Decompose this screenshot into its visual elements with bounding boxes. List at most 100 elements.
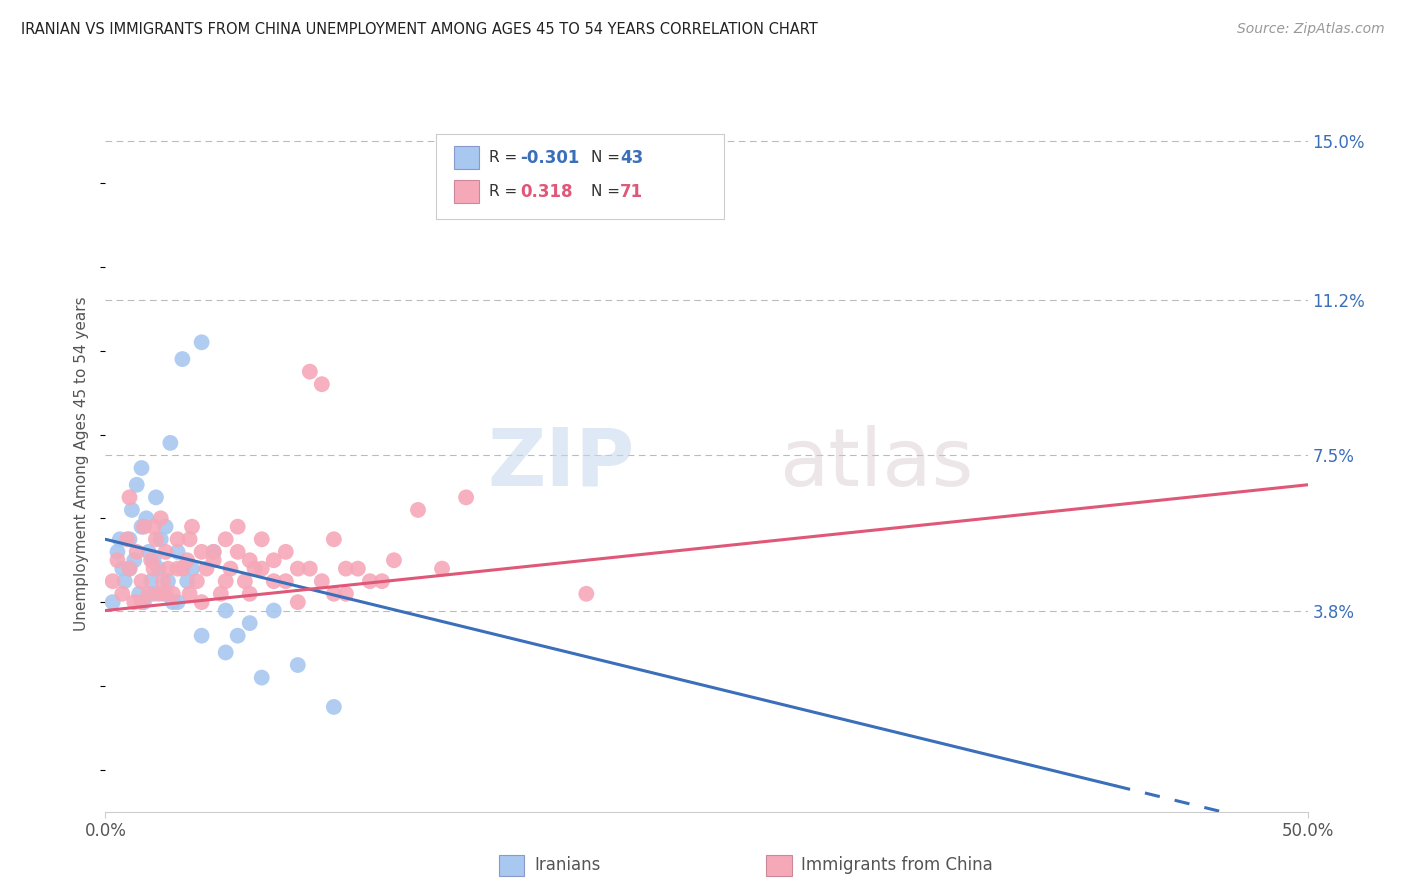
Point — [111, 561, 134, 575]
Point — [115, 533, 138, 547]
Point — [132, 595, 155, 609]
Point — [107, 553, 129, 567]
Point — [190, 335, 212, 350]
Point — [190, 629, 212, 643]
Point — [263, 574, 285, 589]
Text: N =: N = — [591, 151, 624, 165]
Text: ZIP: ZIP — [486, 425, 634, 503]
Point — [335, 587, 357, 601]
Point — [359, 574, 381, 589]
Point — [142, 587, 165, 601]
Point — [190, 545, 212, 559]
Point — [111, 587, 134, 601]
Text: 71: 71 — [620, 183, 643, 201]
Point — [406, 503, 429, 517]
Point — [118, 533, 141, 547]
Point — [152, 574, 174, 589]
Text: R =: R = — [489, 185, 523, 199]
Point — [226, 545, 249, 559]
Point — [142, 519, 165, 533]
Text: atlas: atlas — [779, 425, 973, 503]
Point — [139, 553, 162, 567]
Point — [162, 587, 184, 601]
Point — [155, 545, 177, 559]
Text: 0.318: 0.318 — [520, 183, 572, 201]
Point — [239, 553, 262, 567]
Point — [287, 595, 309, 609]
Text: 43: 43 — [620, 149, 644, 167]
Point — [138, 545, 160, 559]
Point — [226, 519, 249, 533]
Point — [274, 574, 297, 589]
Point — [159, 436, 181, 450]
Point — [250, 561, 273, 575]
Point — [101, 595, 124, 609]
Point — [219, 561, 242, 575]
Point — [214, 603, 236, 617]
Point — [152, 587, 174, 601]
Point — [202, 553, 225, 567]
Point — [149, 533, 172, 547]
Point — [209, 587, 232, 601]
Point — [176, 574, 198, 589]
Point — [233, 574, 256, 589]
Point — [243, 561, 266, 575]
Point — [156, 574, 179, 589]
Text: Iranians: Iranians — [534, 856, 600, 874]
Point — [575, 587, 598, 601]
Point — [149, 511, 172, 525]
Point — [131, 574, 153, 589]
Point — [322, 700, 344, 714]
Point — [145, 491, 167, 505]
Point — [118, 561, 141, 575]
Point — [298, 365, 321, 379]
Point — [311, 377, 333, 392]
Point — [125, 545, 148, 559]
Point — [298, 561, 321, 575]
Point — [239, 587, 262, 601]
Point — [142, 553, 165, 567]
Point — [118, 561, 141, 575]
Point — [172, 561, 194, 575]
Point — [181, 519, 204, 533]
Point — [274, 545, 297, 559]
Point — [108, 533, 131, 547]
Point — [287, 561, 309, 575]
Point — [114, 574, 136, 589]
Point — [148, 561, 170, 575]
Point — [226, 629, 249, 643]
Point — [382, 553, 405, 567]
Y-axis label: Unemployment Among Ages 45 to 54 years: Unemployment Among Ages 45 to 54 years — [75, 296, 90, 632]
Point — [131, 595, 153, 609]
Point — [128, 587, 150, 601]
Point — [190, 595, 212, 609]
Point — [101, 574, 124, 589]
Point — [179, 533, 201, 547]
Point — [166, 561, 188, 575]
Point — [214, 533, 236, 547]
Point — [135, 511, 157, 525]
Point — [250, 533, 273, 547]
Point — [124, 553, 146, 567]
Point — [454, 491, 477, 505]
Point — [139, 574, 162, 589]
Point — [148, 587, 170, 601]
Point — [202, 545, 225, 559]
Text: -0.301: -0.301 — [520, 149, 579, 167]
Point — [335, 561, 357, 575]
Text: Source: ZipAtlas.com: Source: ZipAtlas.com — [1237, 22, 1385, 37]
Point — [214, 645, 236, 659]
Text: IRANIAN VS IMMIGRANTS FROM CHINA UNEMPLOYMENT AMONG AGES 45 TO 54 YEARS CORRELAT: IRANIAN VS IMMIGRANTS FROM CHINA UNEMPLO… — [21, 22, 818, 37]
Point — [166, 595, 188, 609]
Point — [155, 519, 177, 533]
Point — [179, 587, 201, 601]
Point — [166, 533, 188, 547]
Point — [156, 561, 179, 575]
Point — [186, 574, 208, 589]
Point — [239, 616, 262, 631]
Point — [138, 587, 160, 601]
Point — [430, 561, 453, 575]
Point — [263, 553, 285, 567]
Point — [263, 603, 285, 617]
Point — [125, 477, 148, 491]
